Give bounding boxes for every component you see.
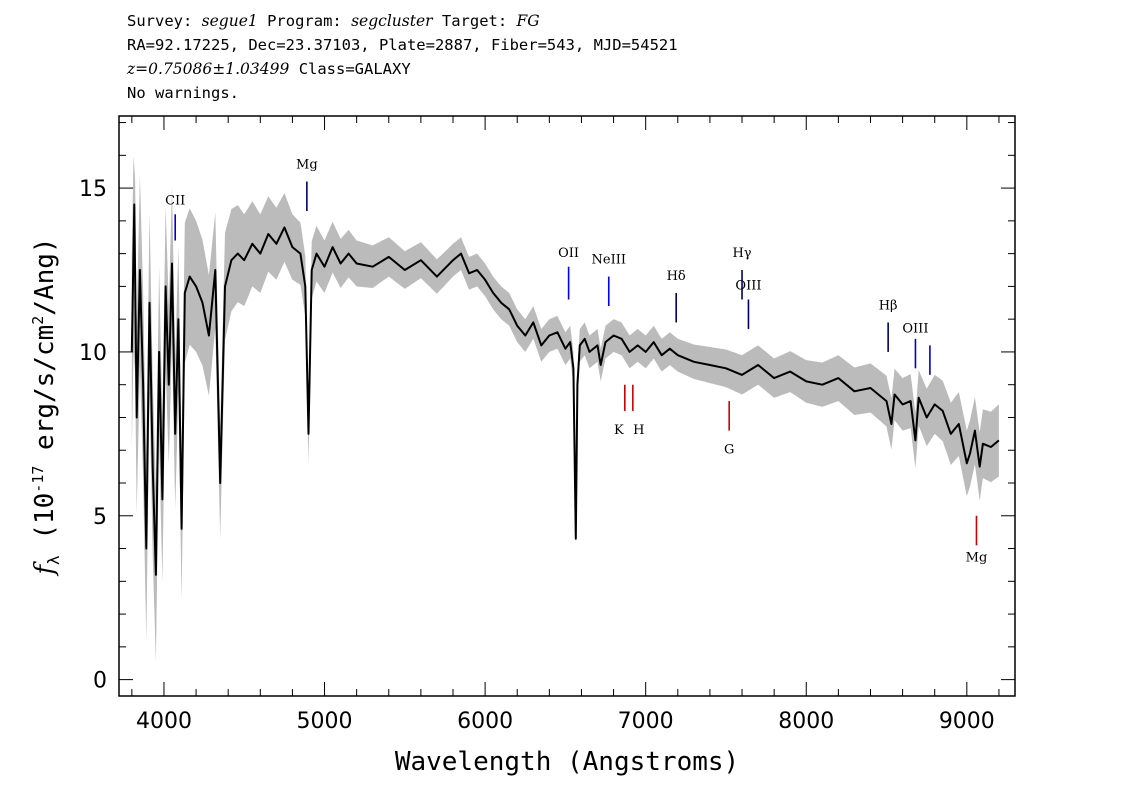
line-marker-label: H bbox=[633, 423, 644, 438]
header-line-2: RA=92.17225, Dec=23.37103, Plate=2887, F… bbox=[127, 36, 678, 54]
x-tick-label: 6000 bbox=[457, 709, 513, 734]
line-marker-label: Hβ bbox=[879, 298, 898, 313]
line-marker-label: K bbox=[614, 423, 624, 438]
header-line-1: Survey: segue1 Program: segcluster Targe… bbox=[127, 11, 540, 31]
y-axis-units-mid: erg/s/cm bbox=[30, 325, 60, 466]
line-marker-label: OIII bbox=[902, 321, 928, 336]
program-label: Program: bbox=[267, 12, 342, 30]
y-tick-label: 5 bbox=[93, 505, 107, 530]
line-marker-label: Hδ bbox=[667, 269, 686, 284]
y-axis-units-post: /Ang) bbox=[30, 237, 60, 315]
line-marker-label: OII bbox=[558, 246, 579, 261]
header-line-3: z=0.75086±1.03499 Class=GALAXY bbox=[127, 59, 411, 79]
y-tick-label: 15 bbox=[79, 177, 107, 202]
x-axis-title: Wavelength (Angstroms) bbox=[395, 747, 739, 777]
x-tick-label: 7000 bbox=[618, 709, 674, 734]
x-tick-label: 9000 bbox=[939, 709, 995, 734]
line-marker-label: CII bbox=[165, 193, 185, 208]
y-axis-title: fλ (10-17 erg/s/cm2/Ang) bbox=[29, 237, 63, 576]
x-tick-label: 5000 bbox=[297, 709, 353, 734]
target-label: Target: bbox=[441, 12, 508, 30]
survey-label: Survey: bbox=[127, 12, 193, 30]
y-axis-exponent-2: 2 bbox=[29, 316, 47, 325]
tick-layer: 4000 5000 6000 7000 8000 9000 0 5 10 15 bbox=[79, 116, 1015, 734]
y-axis-units-pre: (10 bbox=[30, 493, 60, 556]
spectrum-line bbox=[130, 203, 1000, 576]
line-marker-label: Mg bbox=[296, 157, 318, 172]
y-tick-label: 10 bbox=[79, 341, 107, 366]
program-value: segcluster bbox=[351, 12, 433, 30]
survey-value: segue1 bbox=[201, 12, 258, 30]
error-band bbox=[131, 156, 999, 662]
x-tick-label: 4000 bbox=[136, 709, 192, 734]
class-value: Class=GALAXY bbox=[298, 60, 411, 78]
target-value: FG bbox=[516, 12, 540, 30]
line-marker-label: Mg bbox=[966, 551, 988, 566]
error-band-layer bbox=[131, 156, 999, 662]
line-marker-label: G bbox=[724, 443, 734, 458]
x-tick-label: 8000 bbox=[778, 709, 834, 734]
plot-frame bbox=[118, 115, 1016, 697]
warnings-text: No warnings. bbox=[127, 84, 239, 102]
line-marker-layer: CII Mg OII NeIII Hδ Hγ OIII Hβ OIII K H G Mg bbox=[165, 157, 987, 565]
spectrum-line-layer bbox=[130, 203, 1000, 576]
redshift-value: z=0.75086±1.03499 bbox=[127, 60, 290, 78]
line-marker-label: OIII bbox=[735, 279, 761, 294]
y-axis-subscript: λ bbox=[44, 555, 63, 565]
line-marker-label: NeIII bbox=[592, 252, 626, 267]
y-axis-exponent-1: -17 bbox=[29, 466, 47, 493]
y-tick-label: 0 bbox=[93, 669, 107, 694]
line-marker-label: Hγ bbox=[732, 246, 751, 261]
